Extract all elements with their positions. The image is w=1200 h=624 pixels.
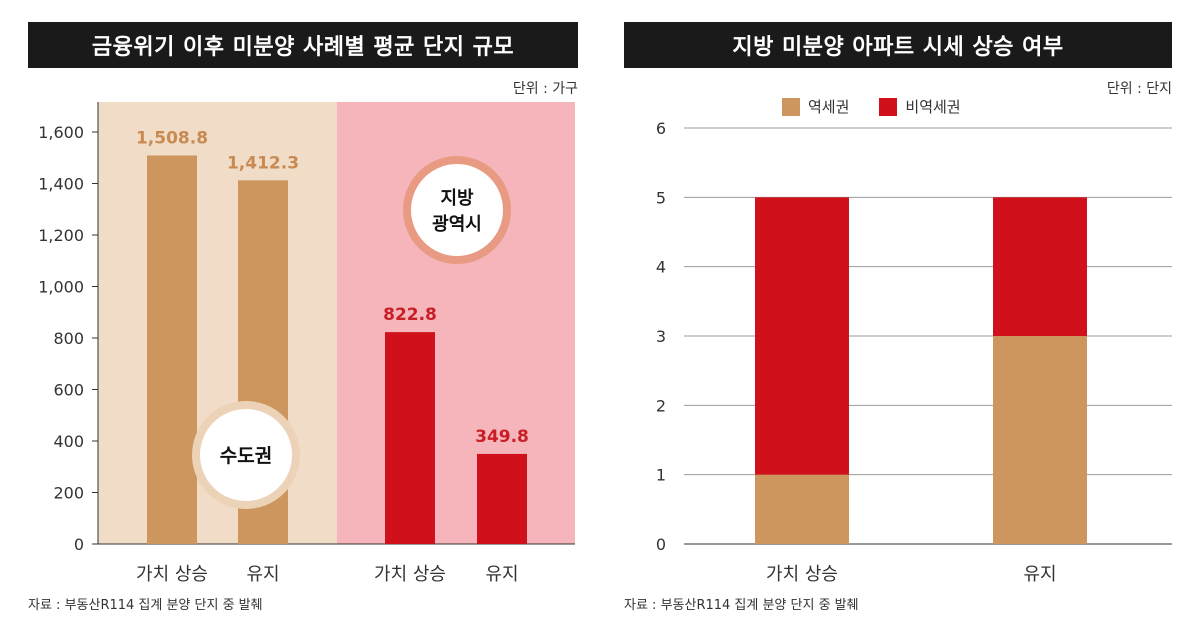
legend-label-station: 역세권 <box>808 98 850 116</box>
right-legend: 역세권 비역세권 <box>782 96 991 117</box>
y-tick-label: 0 <box>74 535 84 554</box>
bar-value-label: 1,412.3 <box>227 153 299 173</box>
legend-swatch-station <box>782 97 800 116</box>
bar-2 <box>385 332 435 544</box>
bar-segment-1-1 <box>993 197 1087 336</box>
x-category-label: 가치 상승 <box>136 564 208 585</box>
x-category-label: 유지 <box>246 564 279 585</box>
right-source-note: 자료 : 부동산R114 집계 분양 단지 중 발췌 <box>624 598 859 613</box>
bar-value-label: 349.8 <box>475 427 529 447</box>
bar-value-label: 822.8 <box>383 305 437 325</box>
right-chart-panel: 지방 미분양 아파트 시세 상승 여부 단위 : 단지 역세권 비역세권 자료 … <box>624 0 1172 624</box>
right-unit-label: 단위 : 단지 <box>1106 81 1172 97</box>
legend-item-non-station: 비역세권 <box>879 96 961 117</box>
right-stacked-bar-chart: 0 1 2 3 4 5 6 가치 상승 유지 <box>656 119 1172 585</box>
y-tick-label: 3 <box>656 327 666 346</box>
regional-badge-circle <box>403 156 511 264</box>
y-tick-label: 400 <box>53 432 84 451</box>
left-unit-label: 단위 : 가구 <box>512 81 578 97</box>
y-tick-label: 5 <box>656 188 666 207</box>
y-tick-label: 1,200 <box>38 226 84 245</box>
y-tick-label: 2 <box>656 396 666 415</box>
y-tick-label: 200 <box>53 484 84 503</box>
x-category-label: 유지 <box>1023 564 1056 585</box>
left-source-note: 자료 : 부동산R114 집계 분양 단지 중 발췌 <box>28 598 263 613</box>
bar-segment-0-1 <box>755 197 849 475</box>
bar-value-label: 1,508.8 <box>136 128 208 148</box>
left-chart-panel: 금융위기 이후 미분양 사례별 평균 단지 규모 단위 : 가구 자료 : 부동… <box>28 0 578 624</box>
y-tick-label: 1,400 <box>38 175 84 194</box>
x-category-label: 유지 <box>485 564 518 585</box>
y-tick-label: 6 <box>656 119 666 138</box>
x-category-label: 가치 상승 <box>374 564 446 585</box>
y-tick-label: 0 <box>656 535 666 554</box>
left-bar-chart: 0 200 400 600 800 1,000 1,200 1,400 1,600 1,508.8… <box>38 102 575 585</box>
y-tick-label: 800 <box>53 329 84 348</box>
legend-swatch-non-station <box>879 97 898 116</box>
capital-badge-circle <box>192 401 300 509</box>
y-tick-label: 1,600 <box>38 123 84 142</box>
y-tick-label: 1,000 <box>38 278 84 297</box>
y-tick-label: 1 <box>656 466 666 485</box>
x-category-label: 가치 상승 <box>766 564 838 585</box>
left-chart-title: 금융위기 이후 미분양 사례별 평균 단지 규모 <box>28 22 578 68</box>
regional-badge-line2: 광역시 <box>432 214 482 235</box>
bar-0 <box>147 155 197 544</box>
bar-3 <box>477 453 527 544</box>
bar-segment-0-0 <box>755 474 849 544</box>
legend-label-non-station: 비역세권 <box>905 98 961 116</box>
capital-badge-label: 수도권 <box>220 445 272 467</box>
y-tick-label: 4 <box>656 258 666 277</box>
right-chart-title: 지방 미분양 아파트 시세 상승 여부 <box>624 22 1172 68</box>
legend-item-station: 역세권 <box>782 96 849 117</box>
regional-badge-line1: 지방 <box>440 188 474 209</box>
bar-segment-1-0 <box>993 336 1087 544</box>
y-tick-label: 600 <box>53 381 84 400</box>
